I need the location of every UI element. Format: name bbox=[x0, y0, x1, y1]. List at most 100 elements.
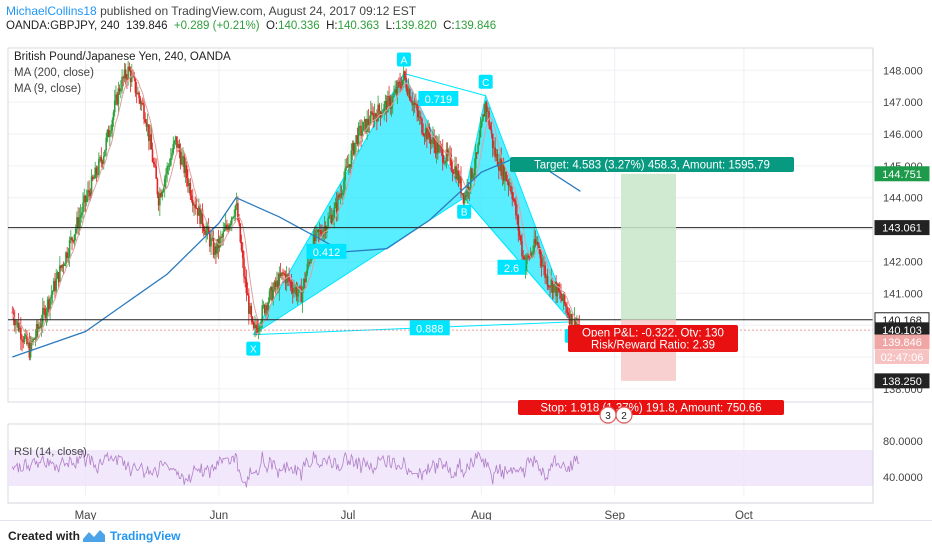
candle-body bbox=[66, 252, 68, 259]
candle bbox=[265, 302, 267, 320]
candle-body bbox=[319, 230, 322, 235]
candle bbox=[518, 226, 521, 240]
candle-body bbox=[562, 293, 565, 301]
candle-body bbox=[290, 281, 293, 289]
candle-body bbox=[115, 94, 117, 101]
candle bbox=[278, 266, 281, 301]
author-link[interactable]: MichaelCollins18 bbox=[6, 4, 97, 18]
candle-body bbox=[307, 262, 310, 264]
candle-body bbox=[489, 125, 492, 130]
candle-body bbox=[411, 101, 414, 106]
long-position-tool[interactable]: Target: 4.583 (3.27%) 458.3, Amount: 159… bbox=[510, 157, 794, 424]
candle-body bbox=[295, 287, 298, 297]
candle bbox=[113, 89, 116, 117]
candle-body bbox=[515, 201, 517, 216]
candle bbox=[484, 100, 487, 123]
candle bbox=[423, 133, 426, 145]
candle-body bbox=[123, 69, 126, 79]
candle bbox=[194, 196, 197, 215]
candle bbox=[290, 274, 293, 295]
candle-body bbox=[182, 156, 184, 158]
candle bbox=[524, 253, 527, 279]
publish-line: MichaelCollins18 published on TradingVie… bbox=[6, 4, 416, 18]
candle bbox=[299, 284, 301, 289]
candle-body bbox=[23, 336, 26, 343]
candle-body bbox=[160, 193, 162, 197]
candle-body bbox=[339, 193, 342, 198]
candle bbox=[274, 277, 277, 296]
candle bbox=[243, 250, 245, 284]
candle bbox=[544, 261, 546, 284]
candle bbox=[16, 319, 18, 328]
candle-body bbox=[418, 116, 421, 118]
pattern-point-text: C bbox=[482, 78, 489, 89]
pattern-point-box bbox=[396, 52, 411, 67]
candle bbox=[59, 256, 61, 284]
candle bbox=[365, 118, 367, 134]
time-axis[interactable]: May Jun Jul Aug Sep Oct bbox=[8, 502, 873, 520]
candle bbox=[49, 297, 51, 321]
candle-body bbox=[378, 104, 381, 112]
candle-body bbox=[148, 124, 150, 141]
candle-body bbox=[472, 174, 475, 179]
candle bbox=[76, 211, 78, 234]
publish-header: MichaelCollins18 published on TradingVie… bbox=[0, 0, 932, 40]
price-axis-tag-text: 144.751 bbox=[882, 169, 922, 181]
candle bbox=[54, 272, 56, 299]
candle bbox=[360, 119, 362, 147]
candle-body bbox=[112, 112, 115, 120]
price-change: +0.289 (+0.21%) bbox=[173, 20, 260, 32]
candle bbox=[87, 181, 89, 203]
candle-body bbox=[551, 279, 554, 293]
candle-body bbox=[511, 191, 514, 200]
candle bbox=[452, 168, 455, 175]
candle bbox=[81, 206, 83, 223]
candle bbox=[57, 271, 60, 288]
candle bbox=[34, 329, 37, 347]
candle-body bbox=[406, 88, 409, 95]
tradingview-brand-link[interactable]: TradingView bbox=[110, 529, 181, 543]
candle-body bbox=[13, 319, 16, 326]
candle-body bbox=[560, 292, 562, 299]
candle-body bbox=[61, 264, 64, 269]
candle-body bbox=[357, 126, 360, 145]
candle-body bbox=[366, 118, 368, 133]
candle bbox=[70, 230, 72, 244]
candle bbox=[450, 147, 453, 173]
event-badge-text: 2 bbox=[621, 411, 627, 422]
candle bbox=[418, 110, 421, 126]
candle-body bbox=[350, 150, 353, 167]
candle-body bbox=[91, 176, 94, 179]
candle-body bbox=[265, 305, 267, 314]
price-axis[interactable]: 138.000139.000140.000141.000142.000143.0… bbox=[872, 48, 930, 503]
candle-body bbox=[300, 287, 303, 303]
candle bbox=[359, 119, 361, 136]
candle bbox=[196, 207, 199, 224]
candle-body bbox=[543, 265, 545, 267]
legend-ma200: MA (200, close) bbox=[14, 67, 94, 79]
candle bbox=[578, 315, 581, 327]
candle-body bbox=[539, 248, 542, 259]
candle bbox=[122, 75, 125, 87]
candle bbox=[451, 161, 454, 182]
candle bbox=[195, 198, 198, 210]
candle-body bbox=[482, 114, 484, 122]
candle-body bbox=[272, 289, 275, 301]
candle-body bbox=[527, 255, 529, 257]
last-price: 139.846 bbox=[125, 20, 168, 32]
time-tick-label: May bbox=[75, 510, 97, 520]
candle-body bbox=[195, 207, 198, 209]
candle bbox=[28, 332, 31, 361]
candle bbox=[38, 321, 40, 332]
candle-body bbox=[296, 293, 299, 297]
candle-body bbox=[65, 252, 67, 265]
candle bbox=[516, 204, 518, 225]
candle-body bbox=[526, 255, 528, 264]
candle bbox=[263, 303, 266, 316]
candle bbox=[283, 270, 286, 276]
candle bbox=[363, 116, 366, 131]
candle-body bbox=[56, 272, 59, 279]
candle bbox=[294, 284, 296, 295]
chart-legend: British Pound/Japanese Yen, 240, OANDA M… bbox=[14, 51, 231, 95]
